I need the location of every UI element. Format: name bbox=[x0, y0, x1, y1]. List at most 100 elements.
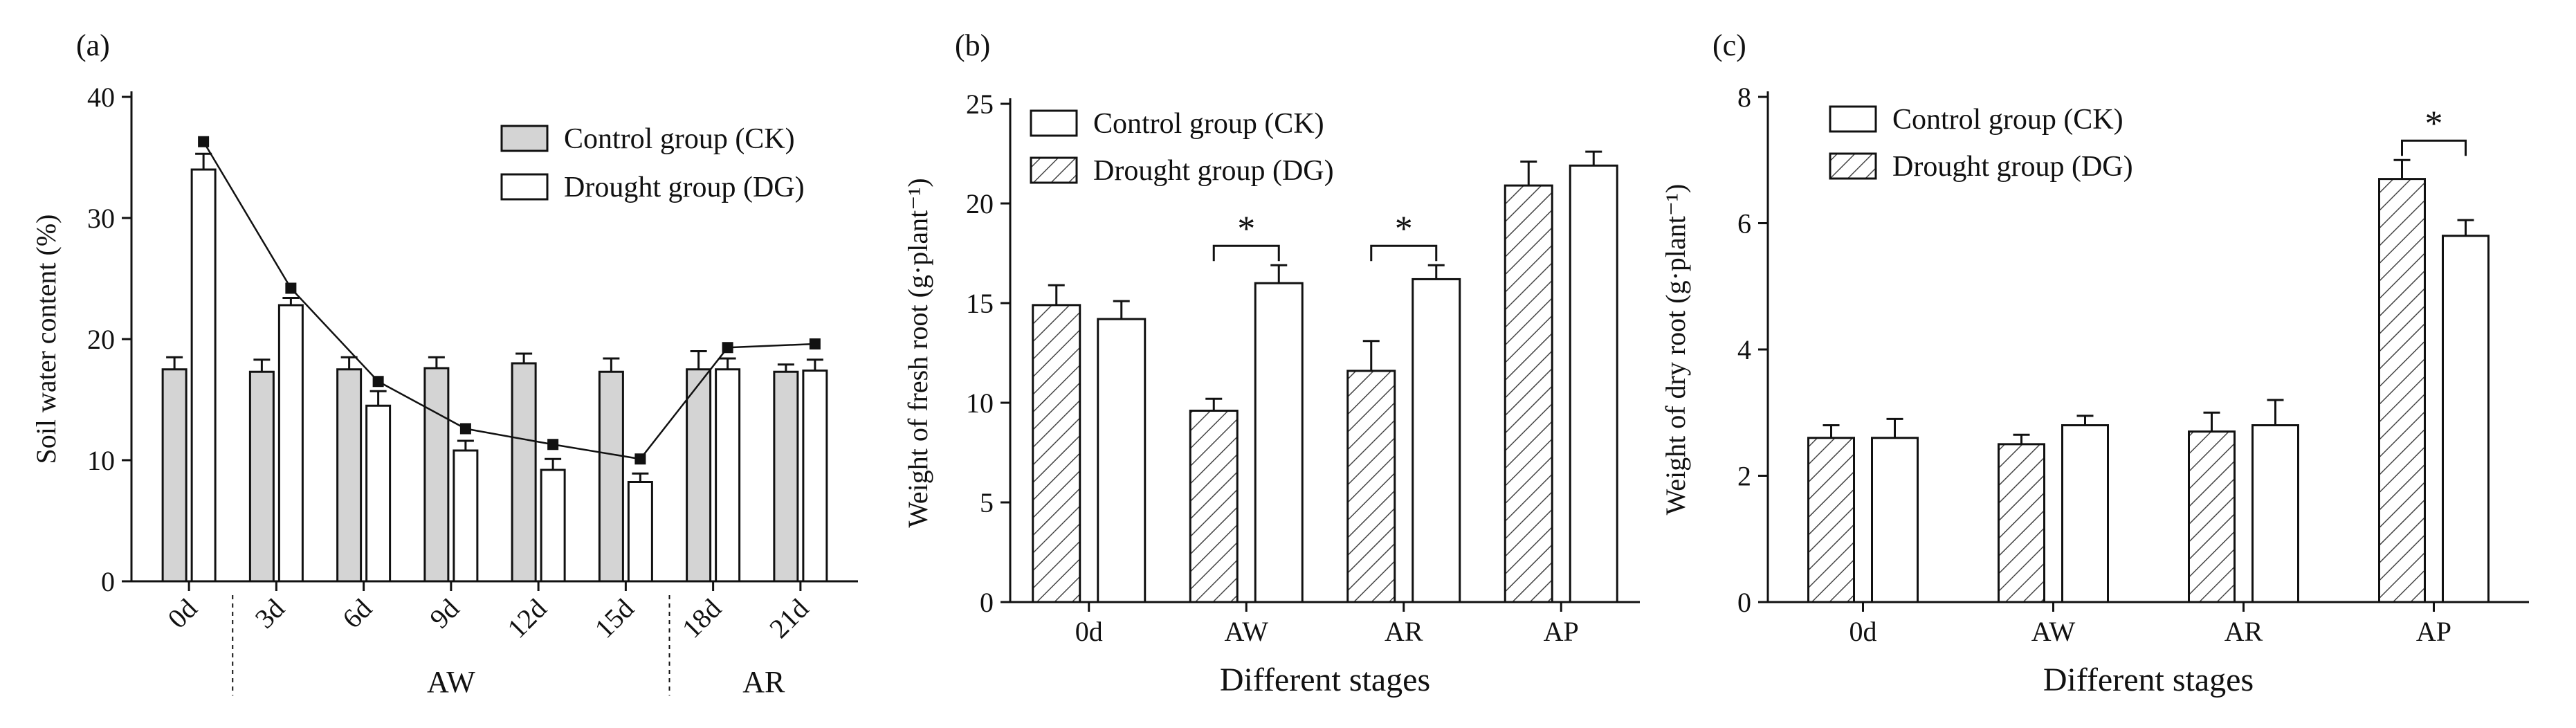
bar-open bbox=[1097, 318, 1147, 603]
bar-open bbox=[715, 368, 741, 583]
bar-hatch bbox=[1998, 443, 2045, 603]
trend-point bbox=[722, 342, 733, 354]
bar-hatch bbox=[1504, 184, 1553, 603]
y-tick-label: 30 bbox=[87, 203, 115, 234]
bar-open bbox=[1871, 437, 1919, 603]
y-tick-label: 0 bbox=[980, 587, 994, 618]
bar-gray bbox=[511, 362, 537, 583]
bar-hatch bbox=[1346, 370, 1396, 603]
y-tick-label: 0 bbox=[1737, 587, 1751, 618]
x-tick-label: AR bbox=[2225, 616, 2263, 647]
y-tick-label: 5 bbox=[980, 487, 994, 518]
bar-hatch bbox=[1189, 410, 1239, 603]
bar-open bbox=[190, 168, 217, 583]
legend-label: Drought group (DG) bbox=[1093, 155, 1334, 187]
y-tick-label: 15 bbox=[966, 288, 994, 319]
x-axis-label: Different stages bbox=[1220, 662, 1430, 698]
x-tick-label: AW bbox=[1225, 616, 1269, 647]
x-tick-label: AP bbox=[1544, 616, 1579, 647]
trend-point bbox=[547, 439, 559, 451]
legend-swatch bbox=[500, 125, 549, 152]
bar-hatch bbox=[2378, 178, 2426, 603]
x-tick-label: AW bbox=[2031, 616, 2076, 647]
x-tick-label: AP bbox=[2416, 616, 2451, 647]
legend-label: Control group (CK) bbox=[564, 123, 795, 155]
legend-label: Control group (CK) bbox=[1093, 108, 1324, 140]
x-tick-label: 3d bbox=[249, 593, 291, 635]
panel-label: (c) bbox=[1712, 28, 1746, 62]
x-tick-label: 0d bbox=[1849, 616, 1877, 647]
bar-gray bbox=[161, 368, 188, 583]
legend-label: Drought group (DG) bbox=[564, 172, 805, 203]
bar-hatch bbox=[2188, 430, 2236, 603]
y-tick-label: 40 bbox=[87, 82, 115, 113]
bar-open bbox=[1569, 164, 1618, 603]
y-tick-label: 10 bbox=[966, 388, 994, 419]
y-tick-label: 20 bbox=[966, 188, 994, 219]
x-axis-label: Different stages bbox=[2043, 662, 2254, 698]
significance-label: * bbox=[2425, 104, 2443, 143]
trend-point bbox=[809, 338, 821, 349]
y-tick-label: 8 bbox=[1737, 82, 1751, 113]
trend-point bbox=[634, 453, 646, 465]
group-label: AW bbox=[427, 665, 475, 699]
bar-gray bbox=[336, 368, 363, 583]
bar-open bbox=[627, 481, 653, 583]
bar-open bbox=[2251, 424, 2299, 603]
group-label: AR bbox=[742, 665, 785, 699]
x-tick-label: 0d bbox=[1075, 616, 1103, 647]
bar-hatch bbox=[1032, 304, 1081, 603]
y-tick-label: 6 bbox=[1737, 208, 1751, 239]
legend-label: Drought group (DG) bbox=[1892, 151, 2133, 183]
significance-label: * bbox=[1395, 209, 1413, 248]
trend-point bbox=[459, 423, 471, 435]
legend-swatch bbox=[1030, 109, 1078, 137]
x-tick-label: 18d bbox=[676, 593, 727, 644]
bar-open bbox=[277, 304, 304, 583]
x-tick-label: AR bbox=[1385, 616, 1423, 647]
trend-point bbox=[198, 136, 210, 147]
trend-point bbox=[372, 376, 384, 388]
y-axis-label: Weight of fresh root (g·plant⁻¹) bbox=[902, 178, 933, 527]
panel-label: (b) bbox=[955, 28, 990, 62]
y-tick-label: 2 bbox=[1737, 461, 1751, 492]
bar-open bbox=[365, 404, 392, 583]
x-tick-label: 9d bbox=[423, 593, 465, 635]
bar-open bbox=[1412, 277, 1461, 603]
trend-point bbox=[285, 282, 297, 294]
trend-line bbox=[203, 141, 815, 460]
bar-gray bbox=[686, 368, 712, 583]
bar-gray bbox=[773, 370, 799, 583]
bar-hatch bbox=[1807, 437, 1855, 603]
significance-bracket bbox=[1212, 244, 1280, 262]
x-tick-label: 21d bbox=[763, 593, 814, 644]
y-tick-label: 10 bbox=[87, 445, 115, 476]
legend-swatch bbox=[500, 173, 549, 201]
panel-a-chart: (a) 0 10 20 30 40 Soil water content (%) 0d 3d 6d… bbox=[30, 28, 858, 699]
legend-label: Control group (CK) bbox=[1892, 104, 2123, 136]
bar-open bbox=[453, 449, 479, 583]
bar-gray bbox=[423, 367, 450, 583]
bar-open bbox=[802, 370, 828, 583]
x-tick-label: 0d bbox=[161, 593, 203, 635]
bar-open bbox=[2061, 424, 2109, 603]
legend-swatch bbox=[1829, 105, 1877, 133]
x-tick-label: 15d bbox=[588, 593, 639, 644]
legend-swatch bbox=[1829, 152, 1877, 180]
legend-swatch bbox=[1030, 156, 1078, 184]
y-axis-label: Soil water content (%) bbox=[30, 215, 62, 464]
panel-label: (a) bbox=[76, 28, 110, 62]
y-tick-label: 20 bbox=[87, 324, 115, 355]
significance-label: * bbox=[1237, 209, 1255, 248]
panel-c-chart: (c) 0 2 4 6 8 Weight of dry root (g·plant⁻¹) 0d… bbox=[1660, 28, 2529, 698]
bar-open bbox=[1254, 282, 1304, 603]
y-axis-label: Weight of dry root (g·plant⁻¹) bbox=[1660, 184, 1691, 516]
y-tick-label: 4 bbox=[1737, 334, 1751, 365]
bar-gray bbox=[598, 370, 624, 583]
x-tick-label: 12d bbox=[501, 593, 552, 644]
x-tick-label: 6d bbox=[336, 593, 378, 635]
bar-open bbox=[540, 468, 566, 583]
bar-open bbox=[2442, 235, 2490, 603]
significance-bracket bbox=[1370, 244, 1438, 262]
